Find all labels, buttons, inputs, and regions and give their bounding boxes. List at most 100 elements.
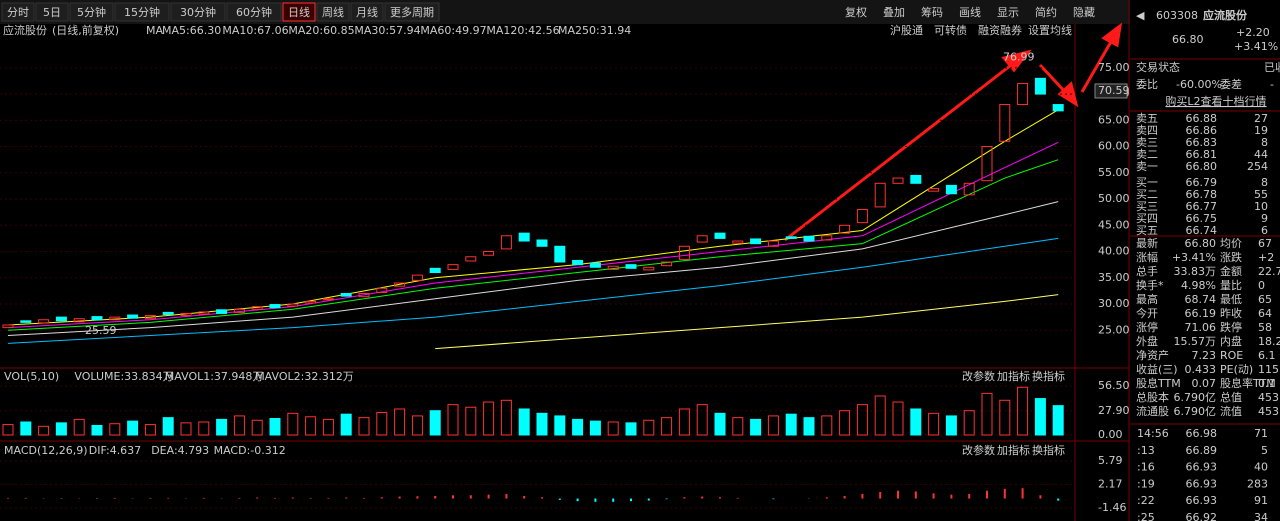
panel-tool[interactable]: 改参数 [962,443,995,457]
volume-bar [589,420,601,436]
candle [429,267,441,274]
ma-label: MA [146,24,163,37]
tab-label[interactable]: 30分钟 [180,5,216,19]
current-label: 70.59 [1098,84,1130,97]
tab-label[interactable]: 60分钟 [236,5,272,19]
volume-bar [856,404,868,436]
stat-value: 6.1 [1258,349,1276,362]
tab[interactable] [170,2,226,22]
tab[interactable] [350,2,384,22]
candle [198,311,210,315]
volume-bar [358,417,370,436]
candle [73,318,85,323]
volume-bar [216,418,228,436]
stat-label: 涨幅 [1136,251,1158,264]
l2-button[interactable]: 购买L2查看十档行情 [1165,94,1266,108]
book-label: 卖三 [1136,136,1158,149]
volume-bar [696,404,708,436]
tool[interactable]: 复权 [845,5,867,19]
tab-label[interactable]: 月线 [356,5,378,19]
tab[interactable] [114,2,170,22]
tool[interactable]: 筹码 [921,5,943,19]
stat-label: 最低 [1220,293,1242,306]
tab[interactable] [384,2,440,22]
candle [376,287,388,293]
volume-bar [572,418,584,436]
candle [109,316,121,321]
volume-bar [839,410,851,436]
volume-bar [554,415,566,436]
vol-header: VOL(5,10) [4,370,59,383]
volume-bar [251,419,263,436]
candle [127,314,139,319]
volume-bar [874,395,886,436]
tab[interactable] [69,2,114,22]
tool[interactable]: 隐藏 [1073,6,1095,19]
book-volume: 8 [1261,176,1268,189]
candle [483,251,495,256]
tab-label[interactable]: 分时 [7,6,29,19]
book-volume: 55 [1254,188,1268,201]
volume-bar [55,422,67,436]
tab[interactable] [226,2,282,22]
volume-bar [732,417,744,436]
stat-value: 6.790亿 [1174,405,1217,418]
link[interactable]: 融资融券 [978,23,1022,37]
tab[interactable] [35,2,69,22]
tab-label[interactable]: 5分钟 [77,5,106,19]
volume-bar [643,419,655,436]
candle [536,239,548,247]
ma-line [7,159,1059,331]
tool[interactable]: 叠加 [883,6,905,19]
stat-value: 6.790亿 [1174,391,1217,404]
arrow-head [1101,22,1123,48]
stat-label: ROE [1220,349,1243,362]
volume-bar [981,392,993,436]
panel-tool[interactable]: 换指标 [1032,443,1065,457]
stat-value: 33.83万 [1174,265,1217,278]
panel-tool[interactable]: 改参数 [962,369,995,383]
book-label: 卖五 [1136,112,1158,125]
link[interactable]: 设置均线 [1028,23,1072,37]
tool[interactable]: 简约 [1035,5,1057,19]
candle [358,293,370,298]
tab-label[interactable]: 15分钟 [124,5,160,19]
stat-value: 22.7 [1258,265,1280,278]
volume-bar [127,420,139,436]
tab[interactable] [282,2,316,22]
panel-tool[interactable]: 加指标 [997,443,1030,457]
candle [144,315,156,320]
stat-label: 换手* [1136,278,1164,292]
tab[interactable] [1,2,35,22]
candle [910,174,922,184]
volume-bar [180,422,192,436]
book-label: 卖一 [1136,160,1158,173]
stat-value: 64 [1258,307,1272,320]
tab-label[interactable]: 日线 [288,5,310,19]
panel-tool[interactable]: 换指标 [1032,369,1065,383]
link[interactable]: 可转债 [934,23,967,37]
book-price: 66.79 [1186,176,1218,189]
panel-tool[interactable]: 加指标 [997,369,1030,383]
ma-value: MA60:49.97 [420,24,486,37]
tab-label[interactable]: 5日 [43,6,61,19]
tab[interactable] [316,2,350,22]
tab-label[interactable]: 更多周期 [390,5,434,19]
tool[interactable]: 显示 [997,6,1019,19]
candle [500,235,512,250]
candle [767,240,779,247]
stat-label: PE(动) [1220,363,1253,376]
tool[interactable]: 画线 [959,5,981,19]
volume-bar [910,408,922,436]
candle [269,304,281,309]
link[interactable]: 沪股通 [890,23,923,37]
candle [287,303,299,307]
stat-label: 今开 [1136,306,1158,320]
back-icon[interactable]: ◀ [1136,9,1145,22]
stat-value: 66.19 [1185,307,1217,320]
stat-label: 流通股 [1136,404,1169,418]
tab-label[interactable]: 周线 [322,5,344,19]
candle [643,266,655,271]
volume-bar [162,417,174,436]
candle [839,224,851,234]
